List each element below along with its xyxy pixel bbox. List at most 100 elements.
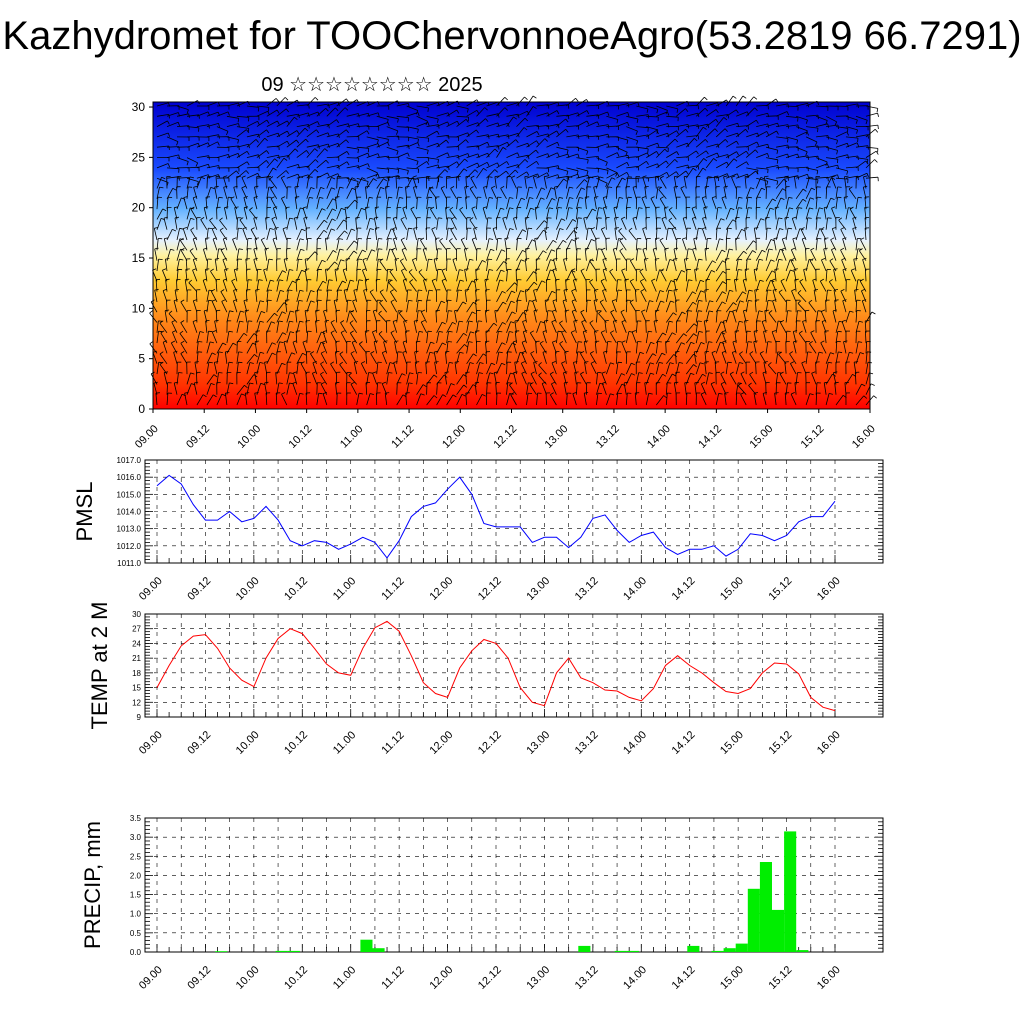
wind-barb-flag <box>836 140 838 145</box>
wind-barb-flag <box>685 129 689 133</box>
wind-barb-flag <box>656 151 660 156</box>
wind-barb-flag <box>676 130 679 135</box>
wind-barb-flag <box>838 217 843 221</box>
wind-barb-flag <box>448 310 453 312</box>
wind-barb-flag <box>702 216 707 219</box>
wind-barb-flag <box>268 258 273 261</box>
wind-barb <box>316 219 325 230</box>
wind-barb-flag <box>233 299 238 302</box>
wind-barb <box>801 362 807 375</box>
wind-barb-flag <box>681 342 686 345</box>
wind-barb-flag <box>653 247 658 250</box>
wind-barb-flag <box>648 330 653 333</box>
wind-barb <box>246 333 255 344</box>
wind-barb <box>426 395 435 406</box>
wind-barb-flag <box>542 381 547 384</box>
wind-barb-flag <box>544 175 549 178</box>
wind-barb <box>464 248 467 261</box>
wind-barb-flag <box>577 153 580 158</box>
wind-barb <box>765 248 770 261</box>
wind-barb-flag <box>442 394 447 398</box>
wind-barb <box>790 249 797 261</box>
wind-barb-flag <box>255 139 259 143</box>
wind-barb <box>286 130 298 138</box>
wind-barb <box>509 384 517 395</box>
wind-barb <box>606 177 612 189</box>
wind-barb-flag <box>566 171 569 176</box>
wind-barb-flag <box>787 153 790 159</box>
wind-barb-flag <box>172 330 177 333</box>
wind-barb <box>336 161 348 169</box>
wind-barb-flag <box>392 319 398 322</box>
wind-barb-flag <box>241 393 246 396</box>
wind-barb <box>745 96 755 107</box>
wind-barb <box>375 279 378 292</box>
wind-barb <box>600 332 607 344</box>
wind-barb-flag <box>824 206 829 208</box>
wind-barb-flag <box>260 351 265 354</box>
wind-barb <box>556 218 562 230</box>
wind-barb <box>745 197 749 210</box>
wind-barb <box>349 332 358 344</box>
wind-barb <box>644 382 647 395</box>
wind-barb-flag <box>650 372 655 375</box>
wind-barb <box>705 300 710 313</box>
wind-barb-flag <box>430 341 435 344</box>
wind-barb-flag <box>459 269 464 271</box>
wind-barb-flag <box>350 279 355 282</box>
wind-barb-flag <box>580 351 585 354</box>
wind-barb <box>563 259 567 272</box>
wind-barb <box>336 219 344 230</box>
wind-barb <box>809 343 817 354</box>
wind-barb-flag <box>837 330 842 333</box>
wind-barb-flag <box>831 206 836 209</box>
wind-barb <box>486 372 491 385</box>
wind-barb <box>666 138 676 148</box>
wind-barb <box>296 124 309 127</box>
wind-barb-flag <box>267 107 270 112</box>
wind-barb <box>645 331 649 344</box>
wind-barb <box>176 238 181 251</box>
wind-barb <box>666 105 678 110</box>
wind-barb <box>346 123 359 127</box>
wind-barb <box>506 393 510 406</box>
wind-barb-flag <box>768 362 772 366</box>
wind-barb-flag <box>401 268 406 271</box>
wind-barb <box>339 364 348 375</box>
x-tick-label: 15.12 <box>766 729 794 757</box>
wind-barb <box>386 228 392 241</box>
wind-barb <box>646 126 659 131</box>
wind-barb <box>416 161 427 169</box>
y-tick-label: 2.0 <box>130 871 142 880</box>
precip-panel: 0.00.51.01.52.02.53.03.509.00 09.12 10.00 1… <box>80 814 884 992</box>
wind-barb <box>810 332 817 344</box>
wind-barb <box>606 145 619 148</box>
wind-barb-flag <box>154 247 159 250</box>
wind-barb <box>216 342 224 354</box>
wind-barb <box>732 310 737 323</box>
wind-barb <box>456 394 463 406</box>
wind-barb-flag <box>389 248 394 251</box>
wind-barb-flag <box>586 150 589 155</box>
wind-barb <box>845 175 858 179</box>
wind-barb-flag <box>509 331 514 333</box>
wind-barb-flag <box>353 250 358 254</box>
wind-barb <box>326 279 330 292</box>
wind-barb <box>825 115 837 123</box>
wind-barb-flag <box>659 196 664 200</box>
wind-barb-flag <box>790 269 795 272</box>
wind-barb <box>401 249 407 261</box>
wind-barb <box>342 269 348 282</box>
wind-barb-flag <box>291 352 296 355</box>
wind-barb-flag <box>377 112 380 117</box>
wind-barb-flag <box>488 176 493 178</box>
wind-barb-flag <box>450 227 455 230</box>
wind-barb-flag <box>809 176 814 179</box>
wind-barb-flag <box>423 278 428 281</box>
wind-barb <box>466 145 479 148</box>
wind-barb-flag <box>553 258 558 260</box>
wind-barb <box>815 362 817 375</box>
wind-barb-flag <box>289 372 294 374</box>
wind-barb <box>206 341 211 354</box>
wind-barb <box>576 248 578 261</box>
